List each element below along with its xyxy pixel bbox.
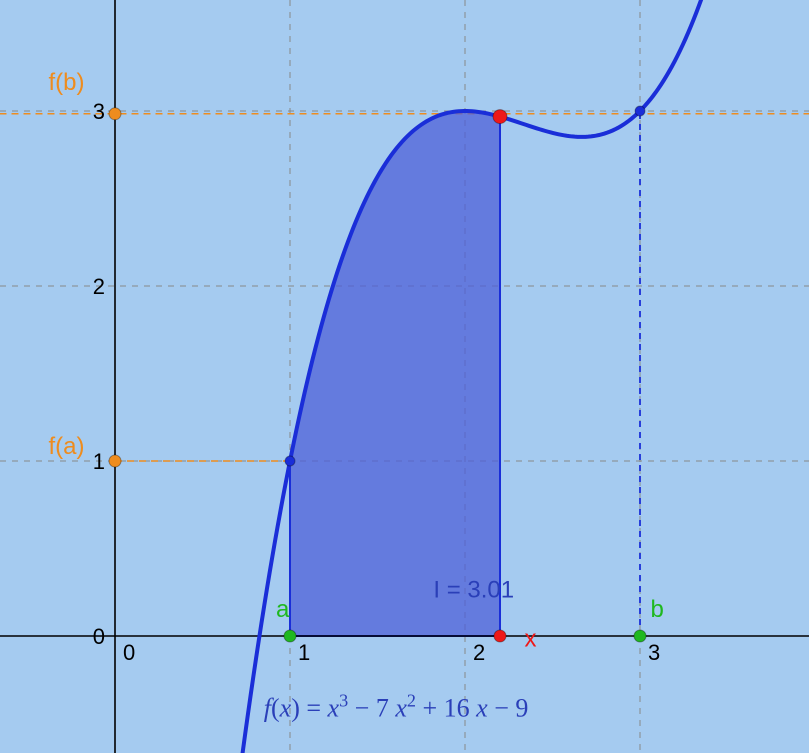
label: b [651, 596, 664, 623]
label: f(b) [49, 69, 85, 96]
label: x [525, 626, 537, 653]
integral-value-label: I = 3.01 [433, 577, 514, 604]
x-tick-label: 2 [473, 640, 485, 665]
label: f(a) [49, 433, 85, 460]
x-tick-label: 3 [648, 640, 660, 665]
point-x_marker [494, 630, 506, 642]
point-fa_axis [109, 455, 121, 467]
integral-chart: 0 1 2 3 0 1 2 3 f(a) f(b) a b x I = 3.01 f(x) = x3 − 7… [0, 0, 809, 753]
label: a [276, 596, 290, 623]
x-tick-label: 1 [298, 640, 310, 665]
point-a [284, 630, 296, 642]
point-curve_b [635, 106, 645, 116]
y-tick-label: 0 [93, 624, 105, 649]
point-curve_x [493, 110, 507, 124]
integral-region [290, 111, 500, 636]
point-curve_a [285, 456, 295, 466]
formula-label: f(x) = x3 − 7 x2 + 16 x − 9 [264, 691, 529, 723]
point-b [634, 630, 646, 642]
point-fb_axis [109, 108, 121, 120]
x-tick-label: 0 [123, 640, 135, 665]
y-tick-label: 3 [93, 99, 105, 124]
y-tick-label: 1 [93, 449, 105, 474]
y-tick-label: 2 [93, 274, 105, 299]
